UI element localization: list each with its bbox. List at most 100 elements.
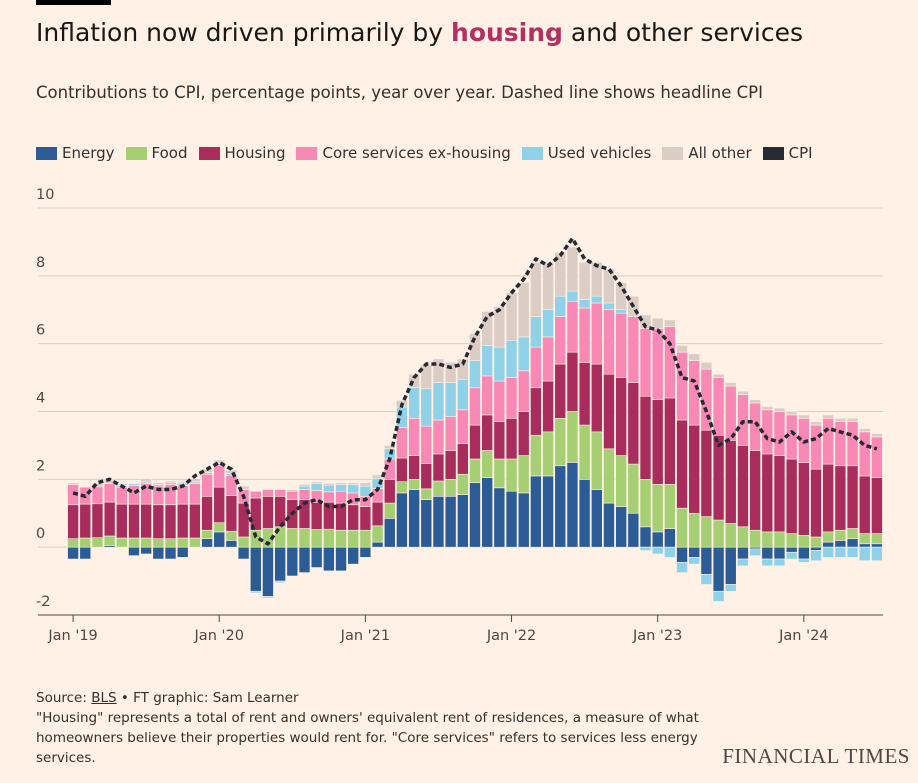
bar-segment: [164, 538, 177, 548]
bar-segment: [323, 528, 335, 548]
bar-segment: [310, 529, 323, 548]
bar-segment: [371, 525, 384, 543]
bar-segment: [530, 316, 542, 348]
bar-segment: [664, 319, 676, 328]
bar-segment: [834, 546, 847, 558]
source-label: Source:: [36, 690, 87, 706]
bar-segment: [383, 479, 396, 504]
legend-swatch: [662, 146, 684, 160]
bar-segment: [517, 492, 530, 548]
bar-segment: [785, 411, 798, 416]
bar-segment: [128, 546, 140, 556]
bar-segment: [530, 261, 542, 317]
legend-label: Housing: [224, 144, 286, 162]
bar-segment: [554, 363, 567, 419]
bar-segment: [298, 485, 311, 490]
bar-segment: [712, 519, 725, 548]
bar-segment: [834, 417, 847, 422]
bar-segment: [469, 458, 481, 484]
bar-segment: [664, 397, 676, 485]
bar-segment: [724, 385, 737, 441]
bar-segment: [858, 431, 871, 477]
bar-segment: [262, 489, 274, 497]
bar-segment: [627, 316, 640, 383]
bar-segment: [335, 546, 347, 572]
bar-segment: [335, 529, 347, 548]
bar-segment: [505, 490, 518, 548]
bar-segment: [712, 590, 725, 602]
legend-label: CPI: [788, 144, 813, 162]
bar-segment: [408, 373, 420, 389]
bar-segment: [554, 465, 567, 548]
bar-segment: [444, 495, 457, 548]
bar-segment: [639, 328, 652, 397]
bar-segment: [542, 475, 554, 548]
bar-segment: [274, 546, 286, 582]
bar-segment: [457, 473, 469, 495]
bar-segment: [871, 546, 883, 562]
bar-segment: [712, 377, 725, 436]
bar-segment: [457, 409, 469, 445]
bar-segment: [91, 483, 104, 488]
bar-segment: [347, 529, 359, 548]
legend-swatch: [198, 146, 220, 160]
bar-segment: [116, 486, 128, 505]
bar-segment: [651, 484, 664, 533]
bar-segment: [323, 484, 335, 493]
bar-segment: [432, 495, 445, 548]
bar-segment: [420, 463, 433, 490]
bar-segment: [627, 382, 640, 465]
bar-segment: [152, 504, 165, 539]
bar-segment: [530, 346, 542, 389]
source-link[interactable]: BLS: [91, 690, 117, 706]
bar-segment: [335, 490, 347, 504]
bar-segment: [615, 506, 627, 548]
bar-segment: [676, 345, 688, 353]
bar-segment: [822, 414, 834, 419]
bar-segment: [591, 302, 603, 365]
note: "Housing" represents a total of rent and…: [36, 710, 699, 766]
bar-segment: [773, 531, 786, 548]
bar-segment: [79, 546, 92, 560]
bar-segment: [639, 546, 652, 551]
bar-segment: [469, 482, 481, 548]
bar-segment: [505, 339, 518, 378]
bar-segment: [761, 453, 774, 533]
chart-title: Inflation now driven primarily by housin…: [36, 18, 803, 47]
bar-segment: [67, 538, 79, 548]
bar-segment: [591, 261, 603, 297]
bar-segment: [810, 536, 822, 548]
bar-segment: [103, 535, 116, 546]
bar-segment: [298, 484, 311, 487]
bar-segment: [408, 479, 420, 490]
bar-segment: [810, 421, 822, 426]
bar-segment: [201, 473, 213, 497]
legend-swatch: [36, 146, 57, 160]
x-tick-label: Jan '19: [47, 628, 97, 644]
bar-segment: [566, 351, 579, 412]
credit: • FT graphic: Sam Learner: [120, 690, 299, 706]
legend-label: Energy: [62, 144, 115, 162]
brand: FINANCIAL TIMES: [722, 744, 910, 768]
bar-segment: [700, 368, 713, 431]
bar-segment: [286, 489, 299, 492]
bar-segment: [457, 494, 469, 548]
bar-segment: [310, 502, 323, 530]
bar-segment: [858, 428, 871, 433]
bar-segment: [249, 490, 262, 499]
bar-segment: [846, 538, 859, 548]
bar-segment: [761, 558, 774, 567]
bar-segment: [323, 491, 335, 503]
bar-segment: [749, 450, 761, 531]
bar-segment: [542, 261, 554, 311]
bar-segment: [554, 251, 567, 297]
bar-segment: [432, 453, 445, 482]
bar-segment: [225, 474, 238, 496]
bar-segment: [408, 489, 420, 548]
y-tick-label: 10: [36, 187, 54, 203]
bar-segment: [432, 382, 445, 421]
bar-segment: [737, 546, 749, 560]
bar-segment: [773, 558, 786, 567]
bar-segment: [578, 261, 591, 300]
bar-segment: [310, 481, 323, 485]
